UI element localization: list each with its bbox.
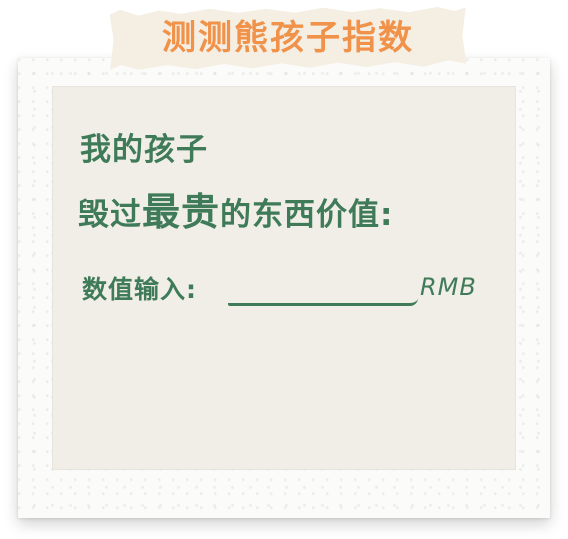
question-suffix: 的东西价值: <box>220 197 394 233</box>
question-line-1: 我的孩子 <box>80 132 208 168</box>
question-emphasis: 最贵 <box>142 190 221 234</box>
value-input[interactable] <box>228 270 418 306</box>
question-prefix: 毁过 <box>78 197 142 233</box>
question-line-2: 毁过最贵的东西价值: <box>78 181 393 236</box>
value-input-label: 数值输入: <box>82 275 197 304</box>
currency-unit: RMB <box>420 273 477 301</box>
page-title: 测测熊孩子指数 <box>162 18 414 58</box>
